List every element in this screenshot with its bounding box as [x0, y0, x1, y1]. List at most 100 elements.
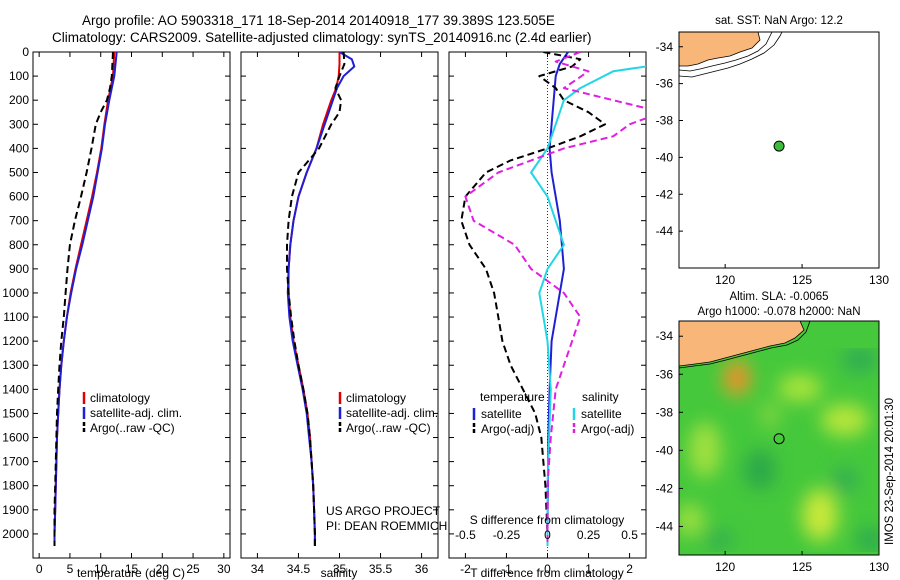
- y-tick-label: 1600: [2, 431, 29, 445]
- y-tick-label: 1000: [2, 286, 29, 300]
- x-tick-label: 1: [585, 562, 592, 576]
- sla-map-panel: Altim. SLA: -0.0065 Argo h1000: -0.078 h…: [656, 291, 896, 574]
- x-tick-label: 2: [626, 562, 633, 576]
- y-tick-label: 300: [9, 117, 29, 131]
- y-tick-label: 1400: [2, 382, 29, 396]
- series-line-salinity-satellite: [530, 52, 646, 546]
- y-tick-label: 1500: [2, 406, 29, 420]
- y-tick-label: 500: [9, 165, 29, 179]
- argo-float-marker: [773, 140, 785, 152]
- legend-label: satellite: [481, 407, 522, 421]
- map-y-tick-label: -34: [656, 40, 674, 54]
- x-tick-label: -1: [501, 562, 512, 576]
- legend-label: Argo(-adj): [481, 422, 534, 436]
- map-y-tick-label: -44: [656, 519, 674, 533]
- series-line-satelliteadjclim: [53, 52, 118, 546]
- map-x-tick-label: 120: [715, 273, 735, 287]
- x-tick-label: 20: [156, 562, 170, 576]
- legend-label: climatology: [346, 391, 406, 405]
- map-x-tick-label: 120: [715, 560, 735, 574]
- top-tick-label: -0.5: [455, 528, 476, 542]
- map-y-tick-label: -36: [656, 367, 674, 381]
- land-shape: [679, 32, 761, 67]
- x-tick-label: 0: [544, 562, 551, 576]
- y-tick-label: 0: [22, 45, 29, 59]
- y-tick-label: 1900: [2, 503, 29, 517]
- difference-top-label: S difference from climatology: [470, 513, 625, 527]
- legend-label: satellite: [581, 407, 622, 421]
- y-tick-label: 1800: [2, 479, 29, 493]
- salinity-panel-frame: [240, 51, 439, 559]
- sst-map-frame: [678, 31, 880, 269]
- sla-map-title-1: Altim. SLA: -0.0065: [729, 291, 828, 303]
- x-tick-label: 35: [333, 562, 347, 576]
- map-y-tick-label: -44: [656, 224, 674, 238]
- map-x-tick-label: 125: [792, 273, 812, 287]
- x-tick-label: 10: [94, 562, 108, 576]
- salinity-x-label: salinity: [321, 566, 358, 580]
- y-tick-label: 800: [9, 238, 29, 252]
- y-tick-label: 1700: [2, 455, 29, 469]
- shelf-contour: [679, 32, 773, 72]
- x-tick-label: 0: [36, 562, 43, 576]
- map-y-tick-label: -42: [656, 187, 674, 201]
- header-line-2: Climatology: CARS2009. Satellite-adjuste…: [52, 30, 592, 45]
- top-tick-label: 0: [544, 528, 551, 542]
- argo-float-marker: [773, 433, 785, 445]
- legend-label: Argo(..raw -QC): [90, 421, 175, 435]
- y-tick-label: 600: [9, 190, 29, 204]
- legend-title-temperature: temperature: [480, 390, 545, 404]
- land-shape-2: [679, 321, 805, 367]
- x-tick-label: 34: [251, 562, 265, 576]
- legend-label: satellite-adj. clim.: [346, 406, 438, 420]
- slope-contour: [679, 32, 783, 78]
- legend-label: Argo(-adj): [581, 422, 634, 436]
- map-x-tick-label: 130: [869, 273, 889, 287]
- sst-map-title: sat. SST: NaN Argo: 12.2: [715, 15, 843, 27]
- series-line-satelliteadjclim: [286, 52, 356, 546]
- y-tick-label: 1100: [3, 310, 29, 324]
- map-y-tick-label: -38: [656, 114, 674, 128]
- map-y-tick-label: -34: [656, 329, 674, 343]
- top-tick-label: 0.25: [577, 528, 601, 542]
- map-y-tick-label: -40: [656, 150, 674, 164]
- sla-map-frame: [678, 320, 880, 556]
- map-y-tick-label: -42: [656, 481, 674, 495]
- pi-annotation: PI: DEAN ROEMMICH: [326, 519, 447, 533]
- top-tick-label: 0.5: [621, 528, 638, 542]
- y-tick-label: 2000: [2, 527, 29, 541]
- sst-map-panel: sat. SST: NaN Argo: 12.2 120 125 130 -34 -36…: [656, 15, 890, 287]
- y-tick-label: 900: [9, 262, 29, 276]
- x-tick-label: -2: [460, 562, 471, 576]
- imos-side-label: IMOS 23-Sep-2014 20:01:30: [884, 398, 896, 545]
- header-line-1: Argo profile: AO 5903318_171 18-Sep-2014…: [82, 13, 555, 28]
- series-line-argorawqc: [286, 52, 346, 546]
- series-line-climatology: [287, 52, 341, 546]
- temperature-x-label: temperature (deg C): [77, 566, 185, 580]
- y-tick-label: 200: [9, 93, 29, 107]
- y-tick-label: 700: [9, 214, 29, 228]
- series-line-temperature-argoadj: [460, 52, 606, 546]
- difference-x-label: T difference from climatology: [470, 566, 624, 580]
- x-tick-label: 25: [186, 562, 200, 576]
- map-x-tick-label: 130: [869, 560, 889, 574]
- difference-legend: temperature salinitysatelliteArgo(-adj)sa…: [472, 390, 634, 436]
- y-tick-label: 1200: [2, 334, 29, 348]
- y-tick-label: 100: [9, 69, 29, 83]
- legend-title-salinity: salinity: [582, 390, 619, 404]
- map-y-tick-label: -36: [656, 77, 674, 91]
- legend-label: climatology: [90, 391, 150, 405]
- project-annotation: US ARGO PROJECT: [326, 504, 441, 518]
- temperature-panel: 0 5 10 15 20 25 300100200300400500600700800900…: [2, 45, 231, 580]
- series-line-salinity-argoadj: [464, 52, 646, 546]
- map-y-tick-label: -40: [656, 443, 674, 457]
- y-tick-label: 1300: [2, 358, 29, 372]
- y-tick-label: 400: [9, 141, 29, 155]
- x-tick-label: 36: [415, 562, 429, 576]
- x-tick-label: 30: [217, 562, 231, 576]
- x-tick-label: 34.5: [287, 562, 311, 576]
- top-tick-label: -0.25: [493, 528, 521, 542]
